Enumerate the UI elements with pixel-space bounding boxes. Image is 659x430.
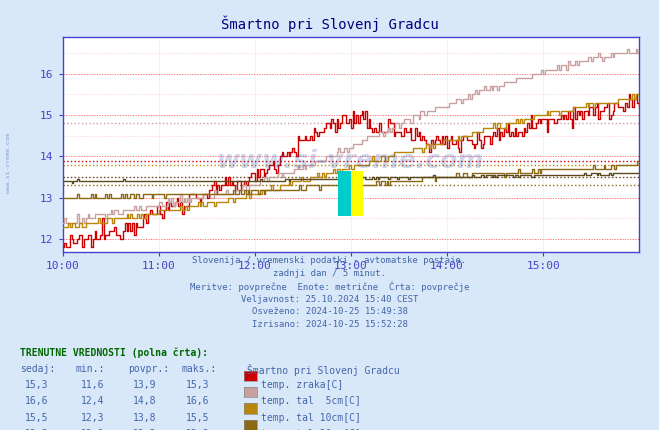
Text: temp. zraka[C]: temp. zraka[C]: [261, 380, 343, 390]
Text: 16,6: 16,6: [24, 396, 48, 406]
Text: min.:: min.:: [76, 364, 105, 374]
Bar: [339, 171, 351, 216]
Text: 16,6: 16,6: [186, 396, 210, 406]
Text: 15,5: 15,5: [186, 413, 210, 423]
Text: temp. tal  5cm[C]: temp. tal 5cm[C]: [261, 396, 361, 406]
Text: 15,3: 15,3: [24, 380, 48, 390]
Text: 14,8: 14,8: [133, 396, 157, 406]
Text: sedaj:: sedaj:: [20, 364, 55, 374]
Text: 15,3: 15,3: [186, 380, 210, 390]
Text: 13,0: 13,0: [80, 429, 104, 430]
Text: zadnji dan / 5 minut.: zadnji dan / 5 minut.: [273, 269, 386, 278]
Text: Veljavnost: 25.10.2024 15:40 CEST: Veljavnost: 25.10.2024 15:40 CEST: [241, 295, 418, 304]
Text: Šmartno pri Slovenj Gradcu: Šmartno pri Slovenj Gradcu: [247, 364, 400, 376]
Bar: [339, 171, 363, 216]
Text: www.si-vreme.com: www.si-vreme.com: [6, 133, 11, 194]
Text: temp. tal 10cm[C]: temp. tal 10cm[C]: [261, 413, 361, 423]
Text: Šmartno pri Slovenj Gradcu: Šmartno pri Slovenj Gradcu: [221, 15, 438, 31]
Text: 11,6: 11,6: [80, 380, 104, 390]
Text: 13,9: 13,9: [133, 380, 157, 390]
Text: 13,8: 13,8: [24, 429, 48, 430]
Text: Osveženo: 2024-10-25 15:49:38: Osveženo: 2024-10-25 15:49:38: [252, 307, 407, 316]
Text: maks.:: maks.:: [181, 364, 216, 374]
Text: povpr.:: povpr.:: [129, 364, 169, 374]
Text: 12,3: 12,3: [80, 413, 104, 423]
Text: www.si-vreme.com: www.si-vreme.com: [217, 149, 484, 173]
Text: temp. tal 20cm[C]: temp. tal 20cm[C]: [261, 429, 361, 430]
Text: Izrisano: 2024-10-25 15:52:28: Izrisano: 2024-10-25 15:52:28: [252, 320, 407, 329]
Text: 13,8: 13,8: [186, 429, 210, 430]
Text: 12,4: 12,4: [80, 396, 104, 406]
Text: TRENUTNE VREDNOSTI (polna črta):: TRENUTNE VREDNOSTI (polna črta):: [20, 347, 208, 358]
Text: 13,3: 13,3: [133, 429, 157, 430]
Text: Meritve: povprečne  Enote: metrične  Črta: povprečje: Meritve: povprečne Enote: metrične Črta:…: [190, 282, 469, 292]
Text: 15,5: 15,5: [24, 413, 48, 423]
Text: 13,8: 13,8: [133, 413, 157, 423]
Text: Slovenija / vremenski podatki - avtomatske postaje.: Slovenija / vremenski podatki - avtomats…: [192, 256, 467, 265]
Bar: [351, 171, 363, 216]
